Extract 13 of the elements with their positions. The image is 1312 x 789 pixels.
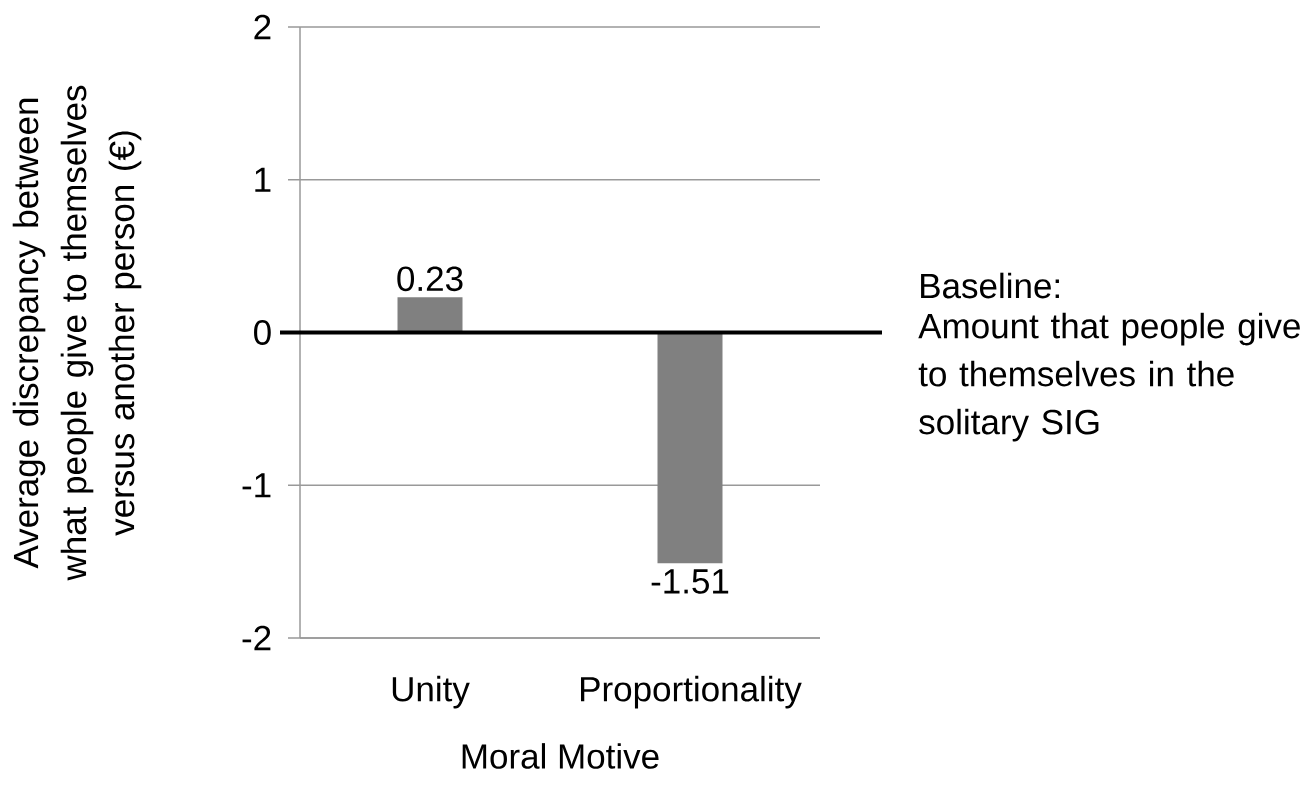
data-label: -1.51	[651, 569, 729, 594]
y-tick-label: 2	[254, 14, 271, 40]
y-tick-label: -2	[242, 625, 271, 651]
y-tick-label: -1	[242, 473, 271, 498]
x-tick-label: Unity	[392, 675, 470, 709]
x-tick-label: Proportionality	[581, 675, 802, 709]
ref-line-label: Baseline:	[921, 272, 1059, 299]
y-axis-title: Average discrepancy between what people give to themselves versus another person (€)	[12, 85, 142, 581]
data-label: 0.23	[397, 266, 463, 292]
y-tick-label: 0	[254, 320, 271, 345]
x-axis-title: Moral Motive	[462, 743, 659, 769]
text: Amount that people give to themselves in the solitary SIG	[918, 312, 1300, 442]
y-tick-label: 1	[255, 167, 271, 192]
